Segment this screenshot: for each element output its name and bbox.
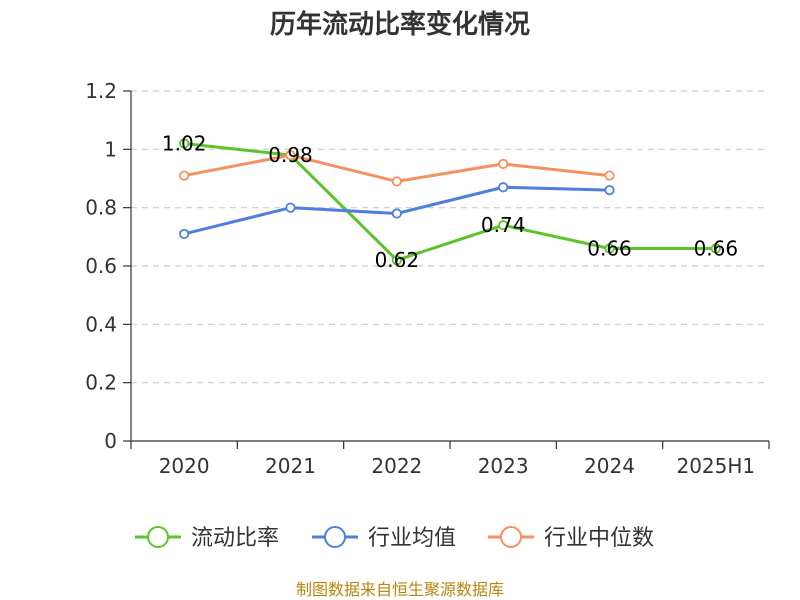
series-0-point-2023[interactable]	[498, 220, 509, 231]
series-1-point-2021[interactable]	[285, 202, 296, 213]
x-tick-label-2024: 2024	[584, 454, 635, 478]
y-tick-label-0: 0	[104, 429, 117, 453]
legend-marker-2	[500, 526, 522, 548]
series-2-point-2020[interactable]	[179, 170, 190, 181]
y-tick-label-3: 0.6	[85, 254, 117, 278]
data-label-2024: 0.66	[587, 237, 632, 261]
y-tick-label-1: 0.2	[85, 371, 117, 395]
y-tick-label-2: 0.4	[85, 312, 117, 336]
series-2-point-2022[interactable]	[391, 176, 402, 187]
legend-label-0: 流动比率	[191, 526, 279, 551]
y-tick-label-4: 0.8	[85, 196, 117, 220]
x-tick-label-2023: 2023	[478, 454, 529, 478]
x-tick-label-2020: 2020	[159, 454, 210, 478]
chart-title: 历年流动比率变化情况	[270, 9, 530, 40]
x-tick-label-2022: 2022	[371, 454, 422, 478]
y-tick-label-5: 1	[104, 137, 117, 161]
legend-label-2: 行业中位数	[544, 526, 654, 551]
series-2-point-2021[interactable]	[285, 150, 296, 161]
data-labels: 1.02 0.98 0.62 0.74 0.66 0.66	[162, 132, 738, 273]
legend-item-0[interactable]: 流动比率	[135, 526, 279, 551]
series-0-point-2020[interactable]	[179, 138, 190, 149]
series-1-point-2020[interactable]	[179, 228, 190, 240]
series-1-point-2023[interactable]	[498, 182, 509, 193]
legend-label-1: 行业均值	[368, 526, 456, 551]
series-2-point-2023[interactable]	[498, 158, 509, 170]
x-tick-label-2025H1: 2025H1	[676, 454, 755, 478]
source-note: 制图数据来自恒生聚源数据库	[296, 580, 504, 599]
legend-item-2[interactable]: 行业中位数	[488, 526, 654, 551]
data-label-2022: 0.62	[375, 248, 420, 272]
series-0-point-2025H1[interactable]	[710, 243, 721, 254]
legend-marker-1	[324, 526, 346, 548]
grid	[131, 90, 769, 384]
series-group	[179, 138, 721, 266]
data-label-2021: 0.98	[268, 143, 313, 167]
series-line-0	[184, 142, 716, 262]
series-2-point-2024[interactable]	[604, 170, 615, 181]
legend-item-1[interactable]: 行业均值	[312, 526, 456, 551]
y-tick-label-6: 1.2	[85, 79, 117, 103]
data-label-2023: 0.74	[481, 213, 526, 237]
data-label-2025H1: 0.66	[694, 237, 739, 261]
series-0-point-2024[interactable]	[604, 243, 615, 254]
data-label-2020: 1.02	[162, 132, 207, 156]
x-tick-label-2021: 2021	[265, 454, 316, 478]
series-1-point-2022[interactable]	[391, 208, 402, 219]
legend[interactable]: 流动比率 行业均值 行业中位数	[135, 526, 654, 551]
series-1-point-2024[interactable]	[604, 185, 615, 196]
axes: 0 0.2 0.4 0.6 0.8 1 1.2 2020 2021 2022 2023 2024 202…	[85, 79, 770, 478]
series-0-point-2022[interactable]	[391, 255, 402, 266]
legend-marker-0	[147, 526, 169, 548]
